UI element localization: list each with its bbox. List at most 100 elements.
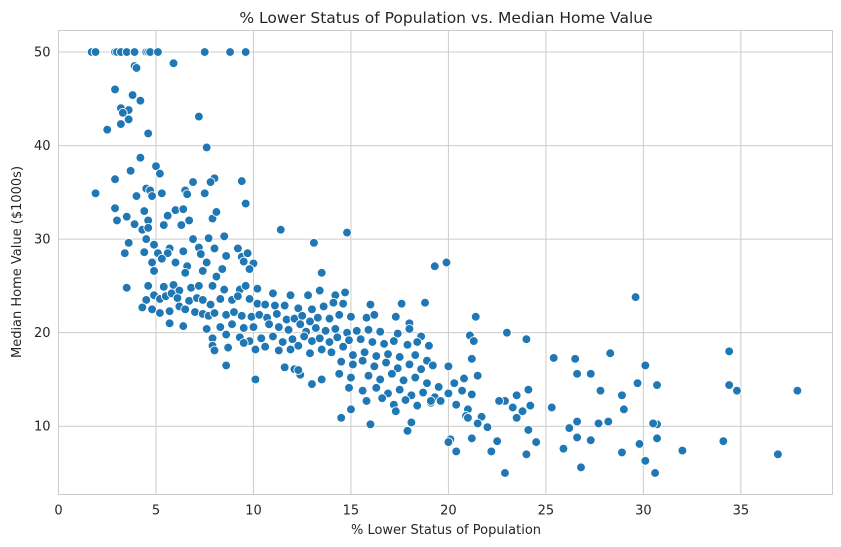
y-tick-label: 50	[34, 46, 51, 61]
data-point	[379, 339, 389, 349]
data-point	[147, 191, 157, 201]
data-point	[314, 333, 325, 344]
x-tick-label: 15	[343, 504, 360, 519]
data-point	[572, 368, 582, 379]
data-point	[139, 206, 150, 216]
data-point	[246, 311, 257, 322]
data-point	[135, 152, 146, 163]
data-point	[521, 449, 532, 460]
data-point	[617, 447, 627, 458]
data-point	[252, 283, 263, 294]
data-point	[223, 342, 233, 353]
data-point	[511, 390, 522, 401]
data-point	[219, 284, 230, 295]
data-point	[396, 298, 407, 309]
data-point	[441, 257, 452, 268]
data-point	[283, 325, 294, 335]
data-point	[359, 347, 370, 358]
data-point	[102, 124, 113, 135]
data-point	[199, 188, 210, 199]
data-point	[273, 345, 284, 356]
data-point	[394, 384, 405, 395]
data-point	[236, 176, 247, 186]
data-point	[182, 189, 193, 200]
x-tick-label: 5	[152, 504, 160, 519]
data-point	[677, 445, 688, 456]
data-point	[494, 396, 504, 406]
data-point	[316, 267, 327, 278]
data-point	[617, 390, 627, 401]
data-point	[548, 353, 559, 363]
data-point	[131, 191, 142, 201]
data-point	[299, 331, 310, 342]
data-point	[309, 238, 319, 248]
data-point	[153, 47, 163, 57]
data-point	[162, 210, 173, 221]
data-point	[564, 423, 575, 433]
data-point	[466, 433, 477, 444]
data-point	[492, 436, 503, 447]
data-point	[336, 412, 347, 423]
data-point	[201, 257, 212, 268]
data-point	[244, 294, 255, 304]
data-point	[348, 359, 358, 370]
data-point	[517, 406, 528, 417]
data-point	[652, 433, 662, 444]
data-point	[209, 345, 220, 356]
data-point	[357, 355, 368, 366]
data-point	[773, 449, 783, 460]
data-point	[248, 322, 259, 332]
data-point	[295, 319, 306, 330]
data-point	[125, 165, 136, 176]
data-point	[410, 350, 421, 360]
data-point	[451, 399, 462, 410]
data-point	[162, 248, 173, 258]
data-point	[457, 385, 467, 396]
data-point	[365, 419, 376, 430]
data-point	[190, 307, 200, 317]
data-point	[443, 361, 454, 372]
data-point	[387, 368, 397, 379]
data-point	[502, 327, 512, 338]
data-point	[164, 318, 175, 329]
data-point	[293, 303, 304, 314]
data-point	[330, 324, 341, 334]
data-point	[194, 281, 204, 291]
data-point	[170, 257, 181, 268]
data-point	[400, 395, 411, 405]
data-point	[201, 324, 212, 334]
data-point	[334, 368, 345, 379]
data-point	[558, 443, 569, 454]
data-point	[398, 375, 409, 386]
data-point	[184, 215, 194, 226]
data-point	[238, 338, 249, 348]
data-point	[406, 417, 417, 428]
data-point	[463, 412, 473, 423]
data-point	[314, 285, 325, 296]
data-point	[203, 233, 214, 244]
chart-title: % Lower Status of Population vs. Median …	[239, 9, 652, 27]
data-point	[570, 354, 580, 364]
data-point	[260, 341, 271, 352]
data-point	[112, 215, 122, 226]
data-point	[264, 319, 274, 330]
data-point	[293, 340, 304, 351]
data-point	[531, 437, 542, 447]
data-point	[351, 325, 362, 336]
data-point	[634, 439, 645, 449]
data-point	[375, 326, 386, 337]
data-point	[732, 385, 742, 396]
data-point	[143, 223, 154, 233]
data-point	[158, 220, 169, 230]
data-point	[178, 321, 189, 331]
data-point	[307, 379, 317, 389]
data-point	[279, 362, 290, 373]
data-point	[244, 264, 255, 274]
data-point	[303, 290, 313, 301]
data-point	[724, 380, 735, 390]
data-point	[195, 249, 206, 259]
x-tick-label: 10	[245, 504, 262, 519]
data-point	[273, 322, 284, 332]
data-point	[215, 322, 226, 332]
data-point	[233, 291, 243, 302]
